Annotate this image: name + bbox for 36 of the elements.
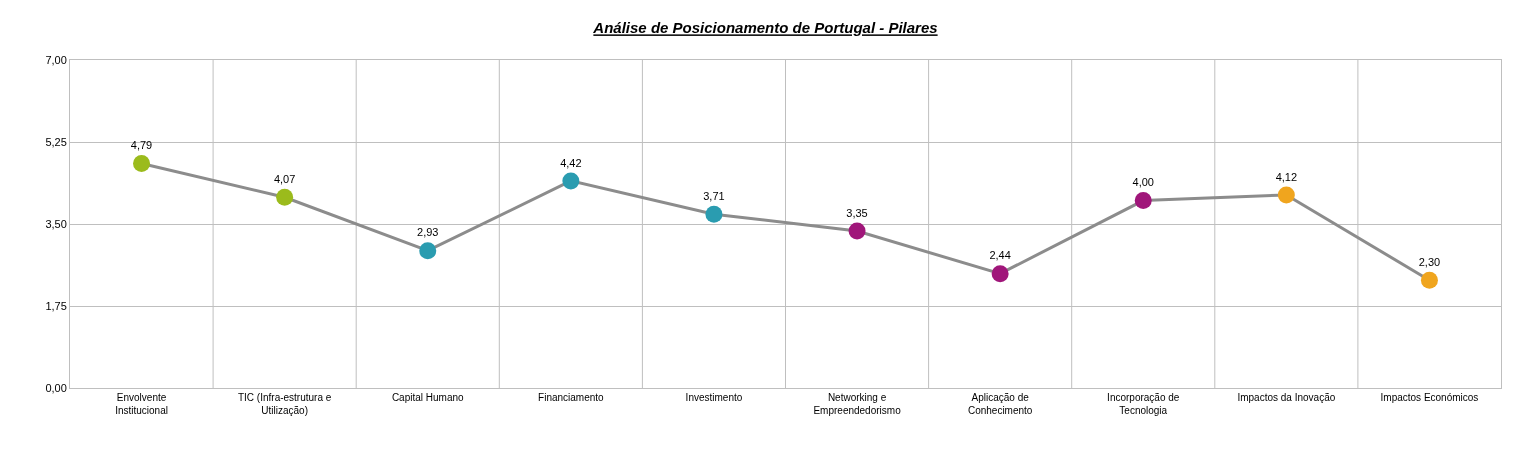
data-label: 2,44 [989,249,1011,262]
y-tick-label: 5,25 [45,135,67,148]
point [133,155,151,173]
x-tick-label: Impactos da Inovação [1237,392,1336,403]
point [562,172,580,190]
data-label: 4,07 [273,172,296,185]
point [1277,186,1295,204]
data-label: 4,00 [1132,176,1154,189]
y-tick-label: 7,00 [45,53,67,66]
data-label: 3,35 [846,206,868,219]
x-tick-label: Incorporação de Tecnologia [1107,392,1180,416]
y-tick-label: 1,75 [45,299,67,312]
data-label: 2,30 [1418,255,1441,268]
point [705,205,723,223]
x-tick-label: Financiamento [538,392,605,403]
point [1420,271,1438,289]
x-tick-label: TIC (Infra-estrutura e Utilização) [237,392,332,416]
point [848,222,866,240]
x-tick-label: Aplicação de Conhecimento [967,392,1033,416]
point [1134,192,1152,210]
chart-title: Análise de Posicionamento de Portugal - Pilares [592,19,938,37]
point [276,188,294,206]
data-label: 2,93 [417,226,439,239]
x-tick-label: Investimento [685,392,743,403]
x-tick-label: Capital Humano [391,392,465,403]
y-tick-label: 0,00 [45,381,67,394]
x-tick-label: Networking e Empreendedorismo [813,392,902,416]
data-label: 3,71 [703,189,725,202]
x-tick-label: Envolvente Institucional [115,392,168,416]
y-tick-label: 3,50 [45,217,67,230]
data-label: 4,12 [1275,170,1298,183]
data-label: 4,42 [560,156,582,169]
data-label: 4,79 [130,139,153,152]
point [419,242,437,260]
point [991,265,1009,283]
x-tick-label: Impactos Económicos [1380,392,1479,403]
